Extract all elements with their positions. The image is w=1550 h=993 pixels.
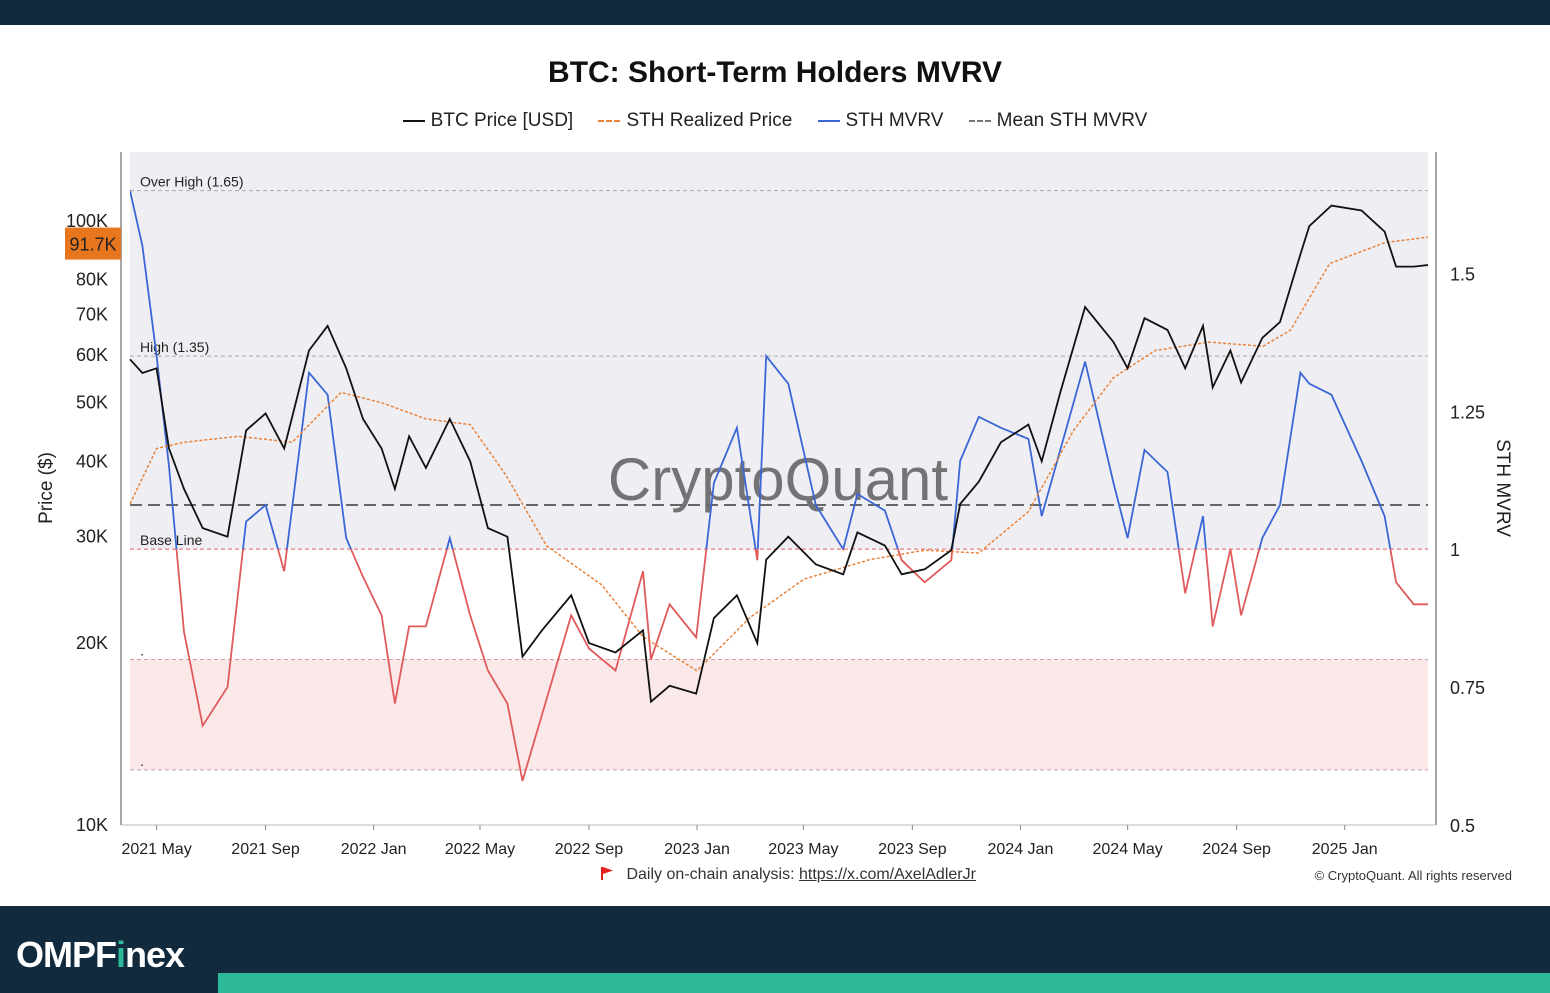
legend-item-sth-mvrv[interactable]: STH MVRV xyxy=(817,110,944,132)
top-banner xyxy=(0,0,1550,25)
x-tick-label: 2022 Jan xyxy=(341,841,407,858)
zone-low xyxy=(130,659,1428,770)
legend-swatch-sth-realized-price xyxy=(598,120,621,122)
x-tick-label: 2021 May xyxy=(121,841,191,858)
y-left-axis-title: Price ($) xyxy=(36,452,57,524)
current-price-badge xyxy=(65,227,121,260)
x-tick-label: 2023 Sep xyxy=(878,841,947,858)
sth-realized-price-line xyxy=(129,236,1429,672)
footer-accent-bar xyxy=(218,973,1550,993)
y-left-tick-label: 40K xyxy=(76,451,108,471)
copyright-text: © CryptoQuant. All rights reserved xyxy=(1314,868,1512,883)
flag-icon xyxy=(601,867,613,880)
y-right-tick-label: 1 xyxy=(1450,540,1460,560)
analysis-label: Daily on-chain analysis: xyxy=(626,866,795,883)
x-tick-label: 2024 Jan xyxy=(988,841,1054,858)
sth-mvrv-line-below xyxy=(175,549,1428,782)
sth-mvrv-line-above xyxy=(130,190,1392,550)
legend-label-mean-sth-mvrv: Mean STH MVRV xyxy=(996,110,1148,131)
current-price-label: 91.7K xyxy=(69,235,116,255)
btc-price-line xyxy=(129,204,1429,704)
y-right-tick-label: 0.75 xyxy=(1450,678,1485,698)
chart-title: BTC: Short-Term Holders MVRV xyxy=(548,56,1002,89)
legend-label-btc-price: BTC Price [USD] xyxy=(430,110,574,131)
zone-bands xyxy=(130,152,1428,770)
y-left-tick-label: 20K xyxy=(76,633,108,653)
analysis-note: Daily on-chain analysis: https://x.com/A… xyxy=(600,866,976,884)
y-left-tick-label: 70K xyxy=(76,304,108,324)
legend-swatch-sth-mvrv xyxy=(817,120,840,122)
y-right-tick-label: 0.5 xyxy=(1450,816,1475,836)
y-right-axis-title: STH MVRV xyxy=(1492,439,1513,537)
legend-swatch-btc-price xyxy=(402,120,425,122)
brand-pre: OMPF xyxy=(16,934,117,975)
y-left-tick-label: 80K xyxy=(76,269,108,289)
x-tick-label: 2023 Jan xyxy=(664,841,730,858)
legend-label-sth-realized-price: STH Realized Price xyxy=(626,110,793,131)
x-tick-label: 2022 May xyxy=(445,841,515,858)
brand-accent-letter: i xyxy=(116,934,126,975)
chart-svg[interactable]: CryptoQuant Over High (1.65) High (1.35) B… xyxy=(0,0,1550,906)
threshold-label: . xyxy=(140,753,144,769)
x-tick-label: 2024 Sep xyxy=(1202,841,1271,858)
x-tick-label: 2022 Sep xyxy=(555,841,624,858)
legend-item-btc-price[interactable]: BTC Price [USD] xyxy=(402,110,574,132)
y-right-tick-label: 1.25 xyxy=(1450,402,1485,422)
brand-logo: OMPFinex xyxy=(16,934,185,976)
legend-item-sth-realized-price[interactable]: STH Realized Price xyxy=(598,110,792,132)
legend-item-mean-sth-mvrv[interactable]: Mean STH MVRV xyxy=(968,110,1148,132)
threshold-label: . xyxy=(140,643,144,659)
series-lines xyxy=(129,190,1429,782)
watermark-text: CryptoQuant xyxy=(608,446,948,513)
legend-swatch-mean-sth-mvrv xyxy=(968,120,991,122)
y-left-tick-label: 50K xyxy=(76,393,108,413)
x-tick-label: 2024 May xyxy=(1093,841,1163,858)
threshold-lines: Over High (1.65) High (1.35) Base Line.. xyxy=(130,174,1428,771)
legend-label-sth-mvrv: STH MVRV xyxy=(845,110,944,131)
threshold-label: Over High (1.65) xyxy=(140,174,243,190)
x-tick-label: 2025 Jan xyxy=(1312,841,1378,858)
analysis-link[interactable]: https://x.com/AxelAdlerJr xyxy=(798,866,976,883)
chart-legend: BTC Price [USD] STH Realized Price STH M… xyxy=(0,106,1550,132)
axes: 100K 80K 70K 60K 50K 40K 30K 20K 10K 1.5 1.25 1 0.75… xyxy=(36,152,1513,858)
x-tick-label: 2021 Sep xyxy=(231,841,300,858)
threshold-label: High (1.35) xyxy=(140,339,209,355)
y-left-tick-label: 30K xyxy=(76,527,108,547)
y-left-tick-label: 60K xyxy=(76,345,108,365)
brand-post: nex xyxy=(125,934,185,975)
y-left-tick-label: 100K xyxy=(66,211,108,231)
x-tick-label: 2023 May xyxy=(768,841,838,858)
threshold-label: Base Line xyxy=(140,532,202,548)
y-left-tick-label: 10K xyxy=(76,815,108,835)
zone-above-baseline xyxy=(130,152,1428,550)
y-right-tick-label: 1.5 xyxy=(1450,264,1475,284)
